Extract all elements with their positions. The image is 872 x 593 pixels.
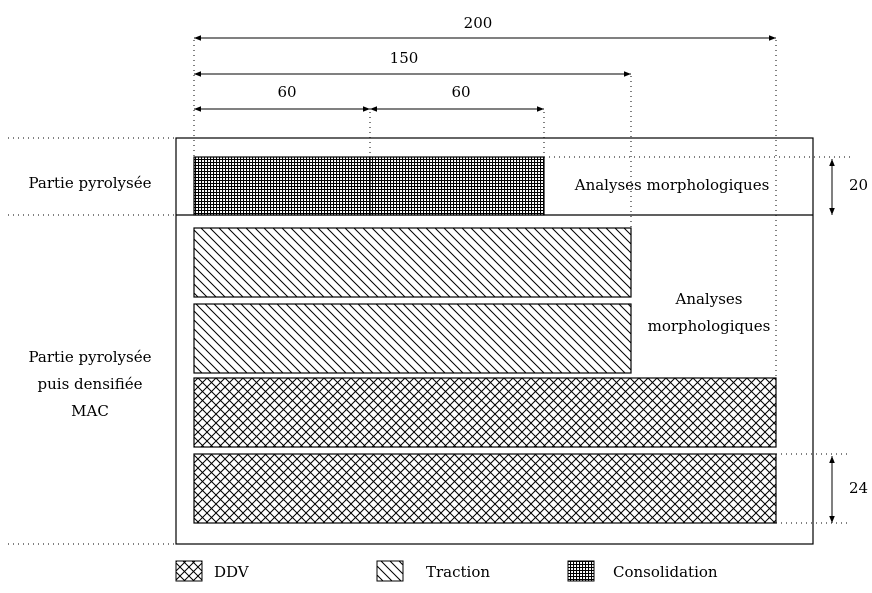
legend-item-ddv: DDV xyxy=(175,560,250,582)
zone-label-bottom-line1: Partie pyrolysée xyxy=(28,348,151,366)
dimension-150: 150 xyxy=(194,49,631,77)
legend-label-consolidation: Consolidation xyxy=(613,563,718,581)
traction-specimen-2 xyxy=(193,303,632,374)
analysis-label-top: Analyses morphologiques xyxy=(574,176,770,194)
dimension-150-label: 150 xyxy=(390,49,419,67)
dimension-200-label: 200 xyxy=(464,14,493,32)
dimension-24-label: 24 xyxy=(849,479,868,497)
zone-label-top: Partie pyrolysée xyxy=(28,174,151,192)
dimension-24: 24 xyxy=(829,456,868,523)
legend-item-traction: Traction xyxy=(376,560,490,582)
outer-frame xyxy=(175,137,814,545)
legend-label-traction: Traction xyxy=(426,563,490,581)
ddv-specimen-1 xyxy=(193,377,777,448)
traction-specimen-1 xyxy=(193,227,632,298)
analysis-label-mid-line1: Analyses xyxy=(675,290,743,308)
guide-lines xyxy=(8,40,850,545)
analysis-label-mid-line2: morphologiques xyxy=(648,317,771,335)
dimension-60-left-label: 60 xyxy=(277,83,296,101)
zone-label-bottom-line3: MAC xyxy=(71,402,109,420)
legend-swatch-ddv xyxy=(175,560,203,582)
dimension-20-label: 20 xyxy=(849,176,868,194)
consolidation-specimen-1 xyxy=(193,156,371,216)
legend-swatch-consolidation xyxy=(567,560,595,582)
consolidation-specimen-2 xyxy=(369,156,545,216)
dimension-60-right: 60 xyxy=(370,83,544,112)
zone-label-bottom-line2: puis densifiée xyxy=(38,375,143,393)
legend-item-consolidation: Consolidation xyxy=(567,560,718,582)
ddv-specimen-2 xyxy=(193,453,777,524)
legend-label-ddv: DDV xyxy=(214,563,250,581)
dimension-60-left: 60 xyxy=(194,83,370,112)
legend-swatch-traction xyxy=(376,560,404,582)
dimension-200: 200 xyxy=(194,14,776,41)
dimension-60-right-label: 60 xyxy=(451,83,470,101)
dimension-20: 20 xyxy=(829,159,868,215)
legend: DDV Traction Consolidation xyxy=(175,560,718,582)
